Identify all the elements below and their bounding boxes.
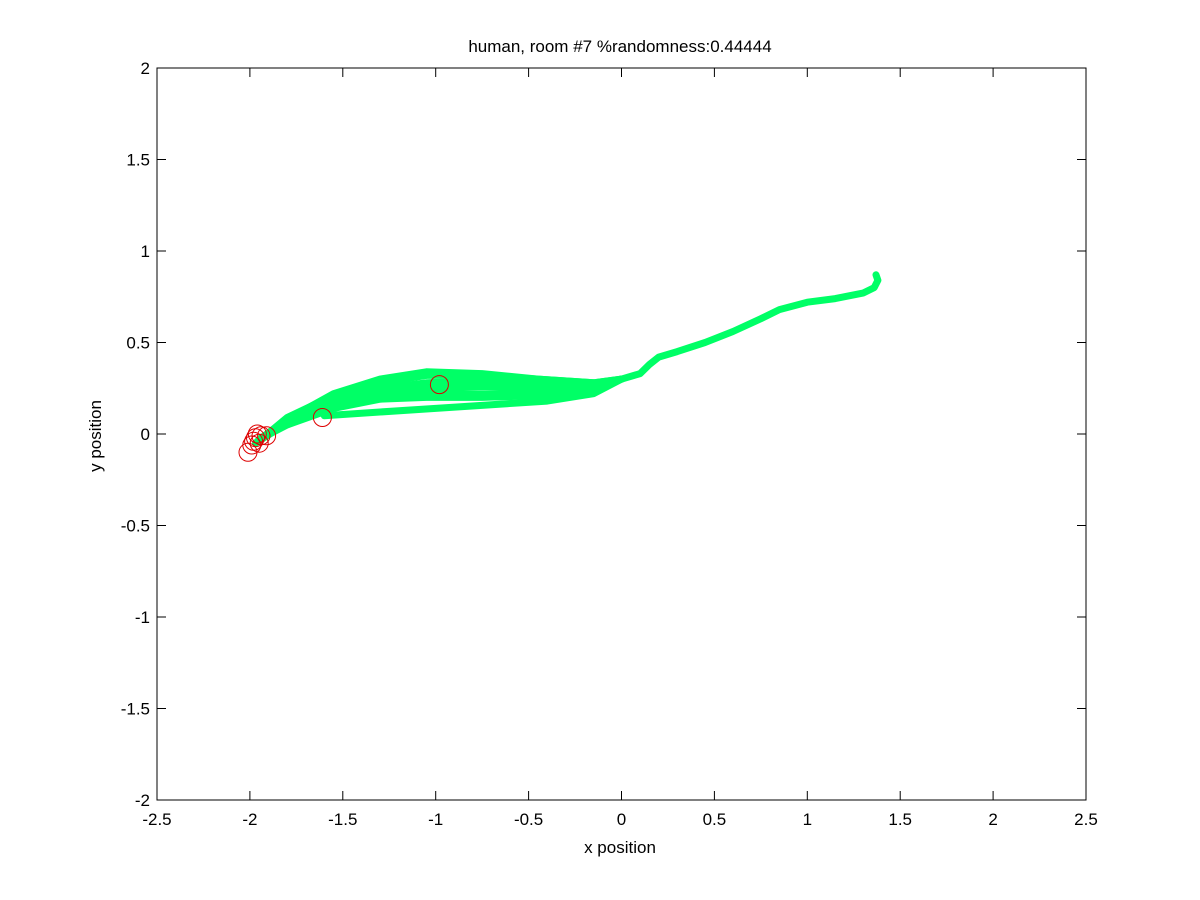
- y-tick-label: 1.5: [126, 151, 150, 170]
- y-tick-label: -2: [135, 791, 150, 810]
- y-tick-label: 0.5: [126, 334, 150, 353]
- trajectory-shared-segment: [618, 271, 882, 383]
- x-tick-label: -2: [242, 810, 257, 829]
- chart-title: human, room #7 %randomness:0.44444: [468, 37, 771, 56]
- x-tick-label: -1: [428, 810, 443, 829]
- x-tick-label: 2.5: [1074, 810, 1098, 829]
- plot-area: [157, 68, 1086, 800]
- x-tick-label: -2.5: [142, 810, 171, 829]
- position-marker: [247, 424, 267, 444]
- trajectory-group: [252, 271, 882, 447]
- marker-group: [238, 375, 449, 462]
- x-tick-label: 0: [617, 810, 626, 829]
- y-tick-label: -1.5: [121, 700, 150, 719]
- position-marker: [429, 375, 449, 395]
- position-marker: [257, 426, 277, 446]
- x-tick-label: -0.5: [514, 810, 543, 829]
- y-axis-label: y position: [86, 400, 105, 472]
- x-axis-ticks: -2.5 -2 -1.5 -1 -0.5 0 0.5 1 1.5 2 2.5: [142, 68, 1098, 829]
- y-tick-label: 2: [141, 59, 150, 78]
- position-marker: [312, 408, 332, 427]
- y-axis-ticks: -2 -1.5 -1 -0.5 0 0.5 1 1.5 2: [121, 59, 1086, 810]
- x-axis-label: x position: [584, 838, 656, 857]
- position-marker: [251, 426, 271, 446]
- x-tick-label: 1: [803, 810, 812, 829]
- y-tick-label: 1: [141, 242, 150, 261]
- x-tick-label: 0.5: [703, 810, 727, 829]
- y-tick-label: 0: [141, 425, 150, 444]
- x-tick-label: -1.5: [328, 810, 357, 829]
- trajectory-line-7: [320, 375, 625, 420]
- x-tick-label: 1.5: [888, 810, 912, 829]
- position-marker: [249, 433, 269, 453]
- y-tick-label: -0.5: [121, 517, 150, 536]
- x-tick-label: 2: [988, 810, 997, 829]
- y-tick-label: -1: [135, 608, 150, 627]
